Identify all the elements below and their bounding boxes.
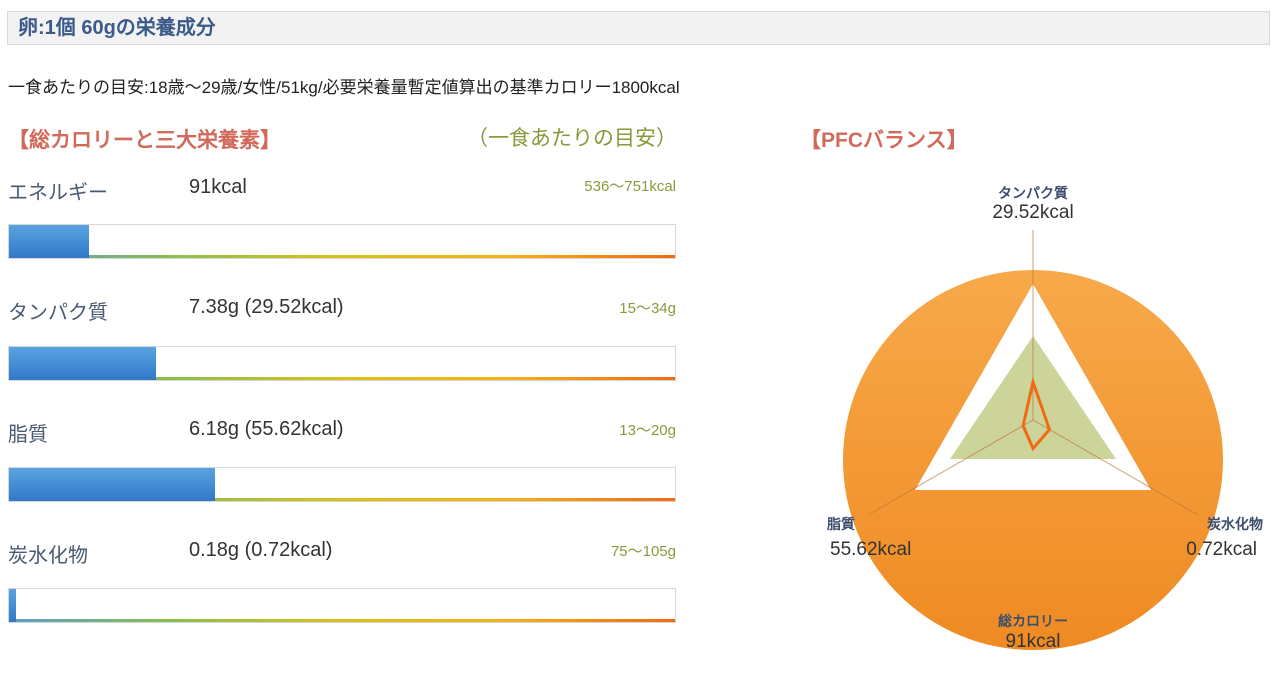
nutrient-bar bbox=[8, 224, 676, 259]
nutrient-label: タンパク質 bbox=[8, 302, 108, 324]
axis-value-carbohydrate: 0.72kcal bbox=[1186, 539, 1257, 560]
nutrient-bar-fill bbox=[9, 225, 89, 258]
nutrient-value: 7.38g (29.52kcal) bbox=[189, 296, 344, 318]
pfc-series-line bbox=[1021, 376, 1052, 452]
nutrient-range: 13〜20g bbox=[619, 422, 676, 439]
nutrient-label: 炭水化物 bbox=[8, 545, 88, 567]
axis-value-fat: 55.62kcal bbox=[830, 539, 911, 560]
nutrient-bar-scale bbox=[9, 377, 675, 380]
axis-label-carbohydrate: 炭水化物 bbox=[1207, 516, 1263, 532]
axis-label-protein: タンパク質 bbox=[998, 185, 1068, 201]
guide-header: （一食あたりの目安） bbox=[467, 127, 677, 150]
nutrient-bar-scale bbox=[9, 498, 675, 501]
pfc-radar-chart: タンパク質 29.52kcal 炭水化物 0.72kcal 総カロリー 91kc… bbox=[826, 185, 1263, 652]
nutrient-bar-scale bbox=[9, 619, 675, 622]
nutrient-bar bbox=[8, 588, 676, 623]
nutrient-label: エネルギー bbox=[8, 182, 108, 204]
page-title: 卵:1個 60gの栄養成分 bbox=[7, 11, 1270, 45]
nutrient-bar-fill bbox=[9, 589, 16, 622]
nutrient-range: 75〜105g bbox=[610, 543, 676, 560]
nutrient-value: 6.18g (55.62kcal) bbox=[189, 418, 344, 440]
nutrient-bar bbox=[8, 346, 676, 381]
basis-text: 一食あたりの目安:18歳〜29歳/女性/51kg/必要栄養量暫定値算出の基準カロ… bbox=[8, 78, 680, 97]
nutrient-range: 15〜34g bbox=[619, 300, 676, 317]
nutrient-value: 0.18g (0.72kcal) bbox=[189, 539, 333, 561]
nutrient-bar-scale bbox=[9, 255, 675, 258]
section-pfc-title: 【PFCバランス】 bbox=[800, 129, 968, 152]
axis-value-total-calories: 91kcal bbox=[1006, 631, 1061, 652]
section-nutrients-title: 【総カロリーと三大栄養素】 bbox=[8, 129, 281, 152]
axis-value-protein: 29.52kcal bbox=[992, 202, 1073, 223]
nutrient-bar bbox=[8, 467, 676, 502]
axis-label-total-calories: 総カロリー bbox=[998, 613, 1068, 629]
axis-label-fat: 脂質 bbox=[826, 516, 855, 532]
nutrient-label: 脂質 bbox=[8, 424, 48, 446]
nutrient-bar-fill bbox=[9, 468, 216, 501]
nutrient-range: 536〜751kcal bbox=[584, 178, 676, 195]
nutrient-value: 91kcal bbox=[189, 176, 247, 198]
nutrient-bar-fill bbox=[9, 347, 156, 380]
